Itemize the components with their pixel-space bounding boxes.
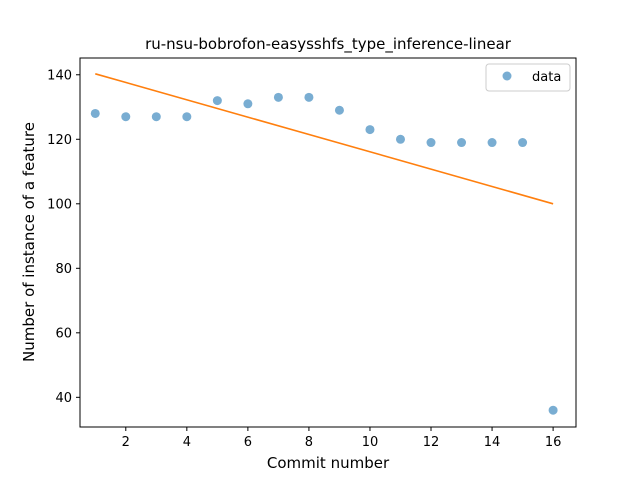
y-tick-label: 80 <box>55 262 72 277</box>
chart-title: ru-nsu-bobrofon-easysshfs_type_inference… <box>145 35 512 54</box>
data-point <box>334 105 344 115</box>
trend-line <box>95 73 554 205</box>
y-tick-label: 100 <box>47 197 72 212</box>
data-point <box>151 112 161 122</box>
legend-label-data: data <box>532 70 561 85</box>
y-tick-label: 40 <box>55 391 72 406</box>
legend-box <box>485 63 571 92</box>
legend-marker-data <box>502 71 512 81</box>
data-point <box>457 138 467 148</box>
data-point <box>395 134 405 144</box>
data-point <box>304 92 314 102</box>
plot-frame <box>79 57 577 428</box>
data-point <box>426 138 436 148</box>
data-point <box>487 138 497 148</box>
chart-marks <box>90 73 558 415</box>
plot-area <box>80 58 576 427</box>
chart-axes: 2 4 6 8 10 12 14 16 40 60 80 100 120 140 <box>47 68 561 450</box>
legend: data <box>485 63 571 92</box>
x-axis-label: Commit number <box>267 454 390 472</box>
x-tick-label: 6 <box>244 435 252 450</box>
x-tick-label: 12 <box>423 435 440 450</box>
x-tick-label: 4 <box>183 435 191 450</box>
data-point <box>243 99 253 109</box>
data-point <box>212 96 222 106</box>
y-tick-label: 120 <box>47 133 72 148</box>
data-point <box>518 138 528 148</box>
data-point <box>121 112 131 122</box>
x-tick-label: 8 <box>305 435 313 450</box>
y-tick-label: 140 <box>47 68 72 83</box>
data-point <box>273 92 283 102</box>
data-point <box>90 108 100 118</box>
y-tick-label: 60 <box>55 326 72 341</box>
data-point <box>182 112 192 122</box>
x-tick-label: 10 <box>362 435 379 450</box>
x-tick-label: 2 <box>122 435 130 450</box>
data-point <box>365 125 375 135</box>
x-tick-label: 14 <box>484 435 501 450</box>
data-point <box>548 405 558 415</box>
y-axis-label: Number of instance of a feature <box>20 122 38 362</box>
x-tick-label: 16 <box>545 435 562 450</box>
